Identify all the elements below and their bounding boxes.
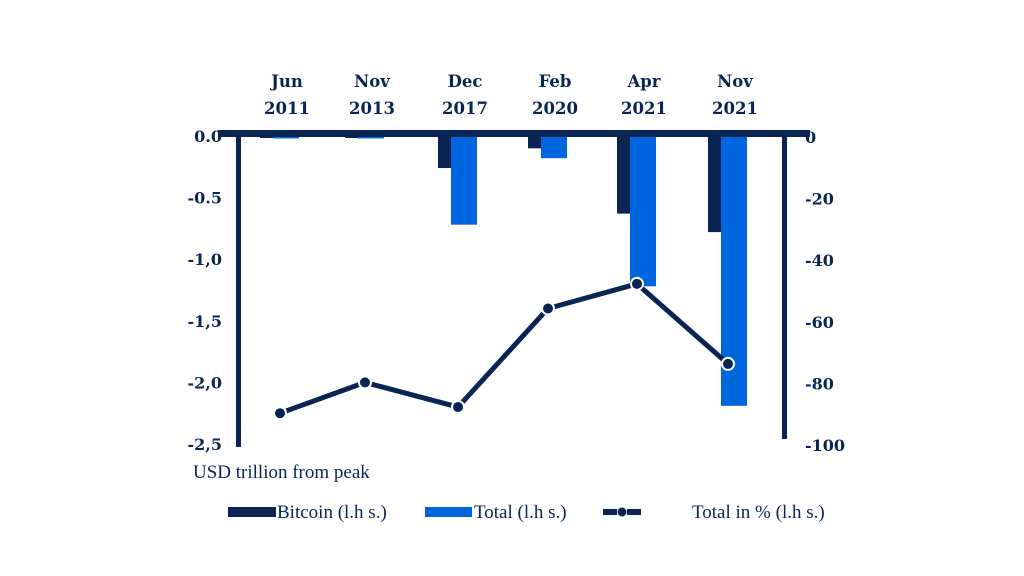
category-year-label: 2013 — [349, 99, 395, 118]
line-point — [273, 406, 287, 421]
legend-swatch-line-dot — [617, 507, 627, 517]
line-point — [451, 400, 465, 415]
line-layer — [273, 276, 735, 421]
bar-bitcoin — [528, 136, 542, 149]
legend-swatch-bitcoin — [228, 507, 276, 517]
line-point — [541, 301, 555, 316]
bar-total — [541, 136, 567, 159]
category-year-label: 2011 — [264, 99, 310, 118]
right-axis-line — [782, 133, 787, 439]
right-tick-label: -20 — [805, 190, 834, 209]
category-year-label: 2017 — [442, 99, 488, 118]
line-point — [721, 356, 735, 371]
category-labels: Jun 2011 Nov 2013 Dec 2017 Feb 2020 Apr 2021 Nov 20… — [264, 72, 758, 118]
bar-bitcoin — [708, 136, 722, 233]
right-tick-label: -40 — [805, 251, 834, 270]
category-year-label: 2021 — [712, 99, 758, 118]
category-month-label: Jun — [269, 72, 303, 91]
left-tick-label: -2,5 — [188, 435, 222, 454]
category-month-label: Nov — [354, 72, 390, 91]
bar-total — [273, 136, 299, 139]
category-month-label: Apr — [626, 72, 660, 91]
bar-bitcoin — [438, 136, 452, 169]
top-axis-line — [218, 130, 810, 137]
bar-bitcoin — [617, 136, 631, 214]
bar-total — [358, 136, 384, 139]
legend-label-bitcoin: Bitcoin (l.h s.) — [277, 502, 387, 523]
legend: Bitcoin (l.h s.) Total (l.h s.) Total in… — [228, 502, 825, 523]
category-year-label: 2020 — [532, 99, 578, 118]
left-tick-label: -0.5 — [188, 189, 222, 208]
line-point — [630, 276, 644, 291]
right-tick-label: -100 — [805, 436, 845, 455]
left-tick-label: -1,0 — [188, 250, 222, 269]
bars-layer — [260, 136, 747, 406]
right-tick-label: 0 — [805, 128, 816, 147]
right-tick-label: -80 — [805, 374, 834, 393]
left-tick-label: 0.0 — [194, 127, 222, 146]
right-axis-ticks: 0 -20 -40 -60 -80 -100 — [805, 128, 845, 455]
left-tick-label: -1,5 — [188, 312, 222, 331]
legend-swatch-line-right — [627, 509, 641, 515]
legend-swatch-total — [425, 507, 472, 517]
category-month-label: Nov — [717, 72, 753, 91]
legend-label-total-pct: Total in % (l.h s.) — [692, 502, 825, 523]
legend-swatch-line-left — [603, 509, 617, 515]
line-point — [358, 375, 372, 390]
right-tick-label: -60 — [805, 313, 834, 332]
bar-total — [451, 136, 477, 225]
bar-total — [630, 136, 656, 287]
left-axis-ticks: 0.0 -0.5 -1,0 -1,5 -2,0 -2,5 — [188, 127, 222, 454]
left-axis-line — [236, 133, 241, 447]
left-axis-label: USD trillion from peak — [193, 462, 370, 483]
category-month-label: Feb — [539, 72, 572, 91]
legend-label-total: Total (l.h s.) — [474, 502, 567, 523]
line-total-pct — [279, 281, 730, 416]
category-month-label: Dec — [448, 72, 483, 91]
left-tick-label: -2,0 — [188, 373, 222, 392]
category-year-label: 2021 — [621, 99, 667, 118]
